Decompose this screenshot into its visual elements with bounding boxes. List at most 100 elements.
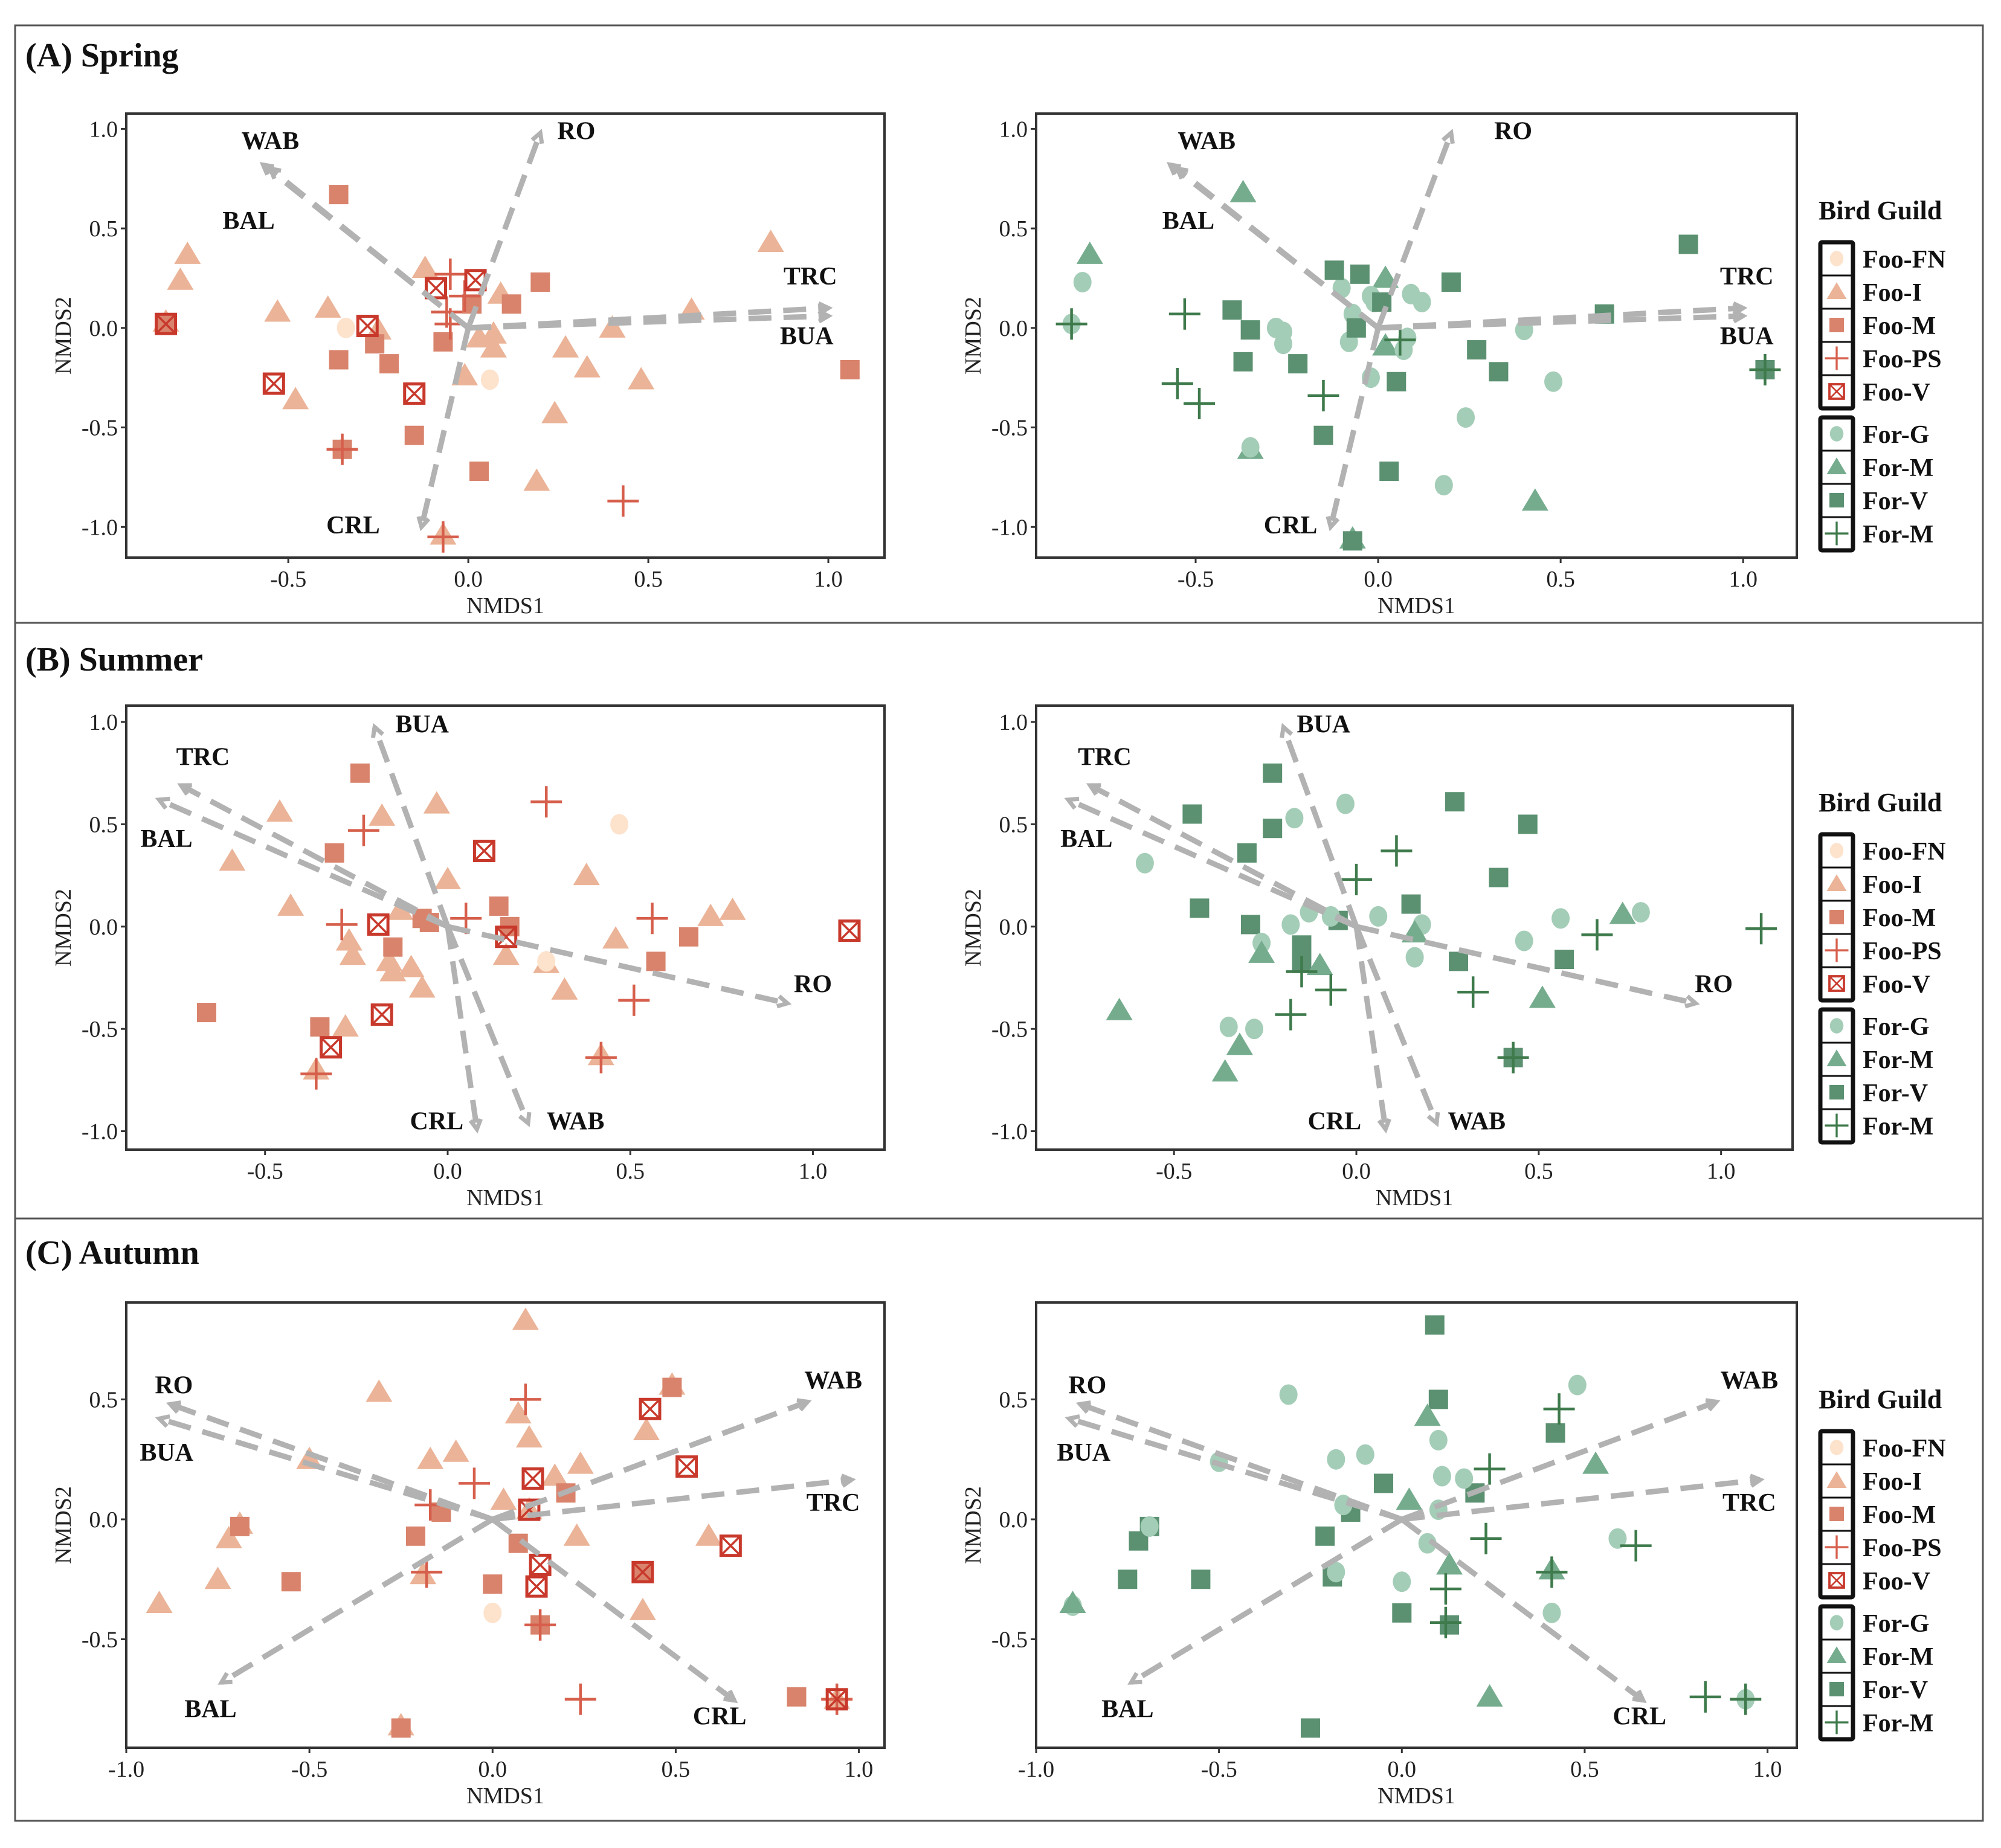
- y-axis-title: NMDS2: [51, 297, 76, 375]
- point-foo-ps: [618, 984, 650, 1016]
- arrowhead-icon: [776, 994, 792, 1009]
- point-foo-i: [697, 903, 724, 926]
- box-x-marker: [403, 382, 426, 405]
- point-foo-ps: [530, 786, 562, 818]
- circle-marker: [480, 369, 499, 390]
- point-foo-m: [329, 350, 349, 370]
- circle-marker: [1394, 340, 1413, 361]
- point-foo-m: [483, 1574, 503, 1594]
- point-foo-i: [434, 866, 461, 889]
- box-x-marker: [838, 919, 861, 942]
- plus-icon: [1825, 938, 1849, 962]
- legend-title: Bird Guild: [1819, 1385, 1942, 1414]
- point-foo-ps: [326, 909, 358, 941]
- x-tick-label: -0.5: [1156, 1159, 1192, 1184]
- triangle-marker: [1396, 1487, 1423, 1510]
- arrowhead-icon: [155, 1414, 170, 1428]
- point-for-m: [1315, 974, 1347, 1006]
- point-for-v: [1489, 362, 1509, 382]
- square-marker: [1300, 1718, 1320, 1738]
- vector-label: BAL: [184, 1696, 236, 1724]
- square-marker: [1445, 792, 1465, 812]
- point-for-g: [1073, 272, 1092, 293]
- point-foo-i: [629, 1597, 656, 1620]
- square-marker: [1425, 1315, 1445, 1335]
- y-tick-label: -1.0: [991, 515, 1028, 540]
- point-for-v: [1467, 340, 1487, 360]
- triangle-marker: [757, 230, 784, 253]
- point-for-m: [1286, 956, 1318, 988]
- point-for-g: [1285, 808, 1304, 829]
- vector-label: WAB: [804, 1367, 862, 1395]
- legend-title: Bird Guild: [1819, 788, 1942, 817]
- legend-label: For-M: [1863, 1643, 1933, 1671]
- vector-label: RO: [1494, 118, 1532, 146]
- x-tick-label: 0.5: [616, 1159, 645, 1184]
- point-for-g: [1274, 333, 1292, 355]
- vector-trc: [1378, 305, 1744, 331]
- plot-area: [1035, 1301, 1798, 1749]
- point-foo-i: [335, 928, 362, 951]
- point-foo-v: [262, 372, 285, 395]
- circle-marker: [1829, 843, 1844, 858]
- arrowhead-icon: [416, 515, 431, 532]
- point-foo-i: [423, 791, 450, 814]
- triangle-marker: [1229, 179, 1257, 202]
- square-marker: [1829, 1085, 1844, 1099]
- section-title: (B) Summer: [25, 641, 203, 678]
- point-for-m: [1582, 1451, 1610, 1474]
- square-marker: [1233, 352, 1253, 372]
- box-x-marker: [525, 1575, 548, 1598]
- x-tick-label: 0.0: [1342, 1159, 1371, 1184]
- vector-bal: [220, 1517, 494, 1685]
- point-for-m: [1076, 241, 1103, 264]
- y-tick-label: 0.0: [999, 915, 1028, 940]
- point-for-v: [1182, 804, 1202, 824]
- circle-marker: [1369, 906, 1388, 927]
- vector-wab: [1353, 926, 1439, 1124]
- vector-bua: [1378, 313, 1744, 331]
- triangle-marker: [602, 926, 630, 949]
- triangle-marker: [408, 975, 436, 998]
- square-marker: [1372, 292, 1392, 312]
- legend: Bird Guild Foo-FN Foo-I Foo-M Foo-PS Foo-V For…: [1818, 1385, 1946, 1742]
- triangle-marker: [697, 903, 724, 926]
- circle-marker: [1829, 1440, 1844, 1455]
- square-marker: [1324, 260, 1344, 280]
- point-foo-i: [369, 803, 396, 826]
- point-for-v: [1379, 462, 1399, 481]
- legend-label: Foo-FN: [1863, 246, 1946, 274]
- point-for-g: [1369, 906, 1388, 927]
- point-for-v: [1324, 260, 1344, 280]
- square-marker: [1441, 272, 1461, 292]
- point-for-v: [1240, 915, 1260, 935]
- box-x-marker: [155, 312, 178, 335]
- point-foo-i: [266, 799, 293, 822]
- arrowhead-icon: [1064, 796, 1080, 810]
- legend-item-foo-i: Foo-I: [1819, 1463, 1922, 1499]
- circle-marker: [1568, 1374, 1587, 1396]
- point-for-m: [1497, 1042, 1529, 1074]
- x-tick-label: 0.5: [1524, 1159, 1553, 1184]
- square-marker: [379, 354, 399, 374]
- triangle-marker: [504, 1401, 532, 1424]
- point-foo-v: [472, 839, 495, 862]
- triangle-icon: [1826, 457, 1847, 474]
- triangle-icon: [1826, 1049, 1847, 1066]
- legend-item-foo-fn: Foo-FN: [1819, 1430, 1946, 1466]
- vector-label: TRC: [1720, 263, 1774, 291]
- triangle-marker: [1372, 265, 1399, 288]
- legend-item-foo-v: Foo-V: [1819, 374, 1930, 410]
- point-for-g: [1552, 908, 1570, 929]
- point-foo-m: [530, 272, 550, 292]
- triangle-marker: [417, 1446, 444, 1469]
- point-foo-m: [662, 1377, 682, 1397]
- point-for-g: [1219, 1016, 1238, 1037]
- box-x-marker: [631, 1560, 654, 1583]
- box-x-marker: [262, 372, 285, 395]
- square-marker: [1346, 318, 1366, 338]
- square-marker: [489, 896, 509, 916]
- point-for-g: [1393, 1571, 1411, 1592]
- circle-marker: [1219, 1016, 1238, 1037]
- point-foo-i: [442, 1439, 469, 1462]
